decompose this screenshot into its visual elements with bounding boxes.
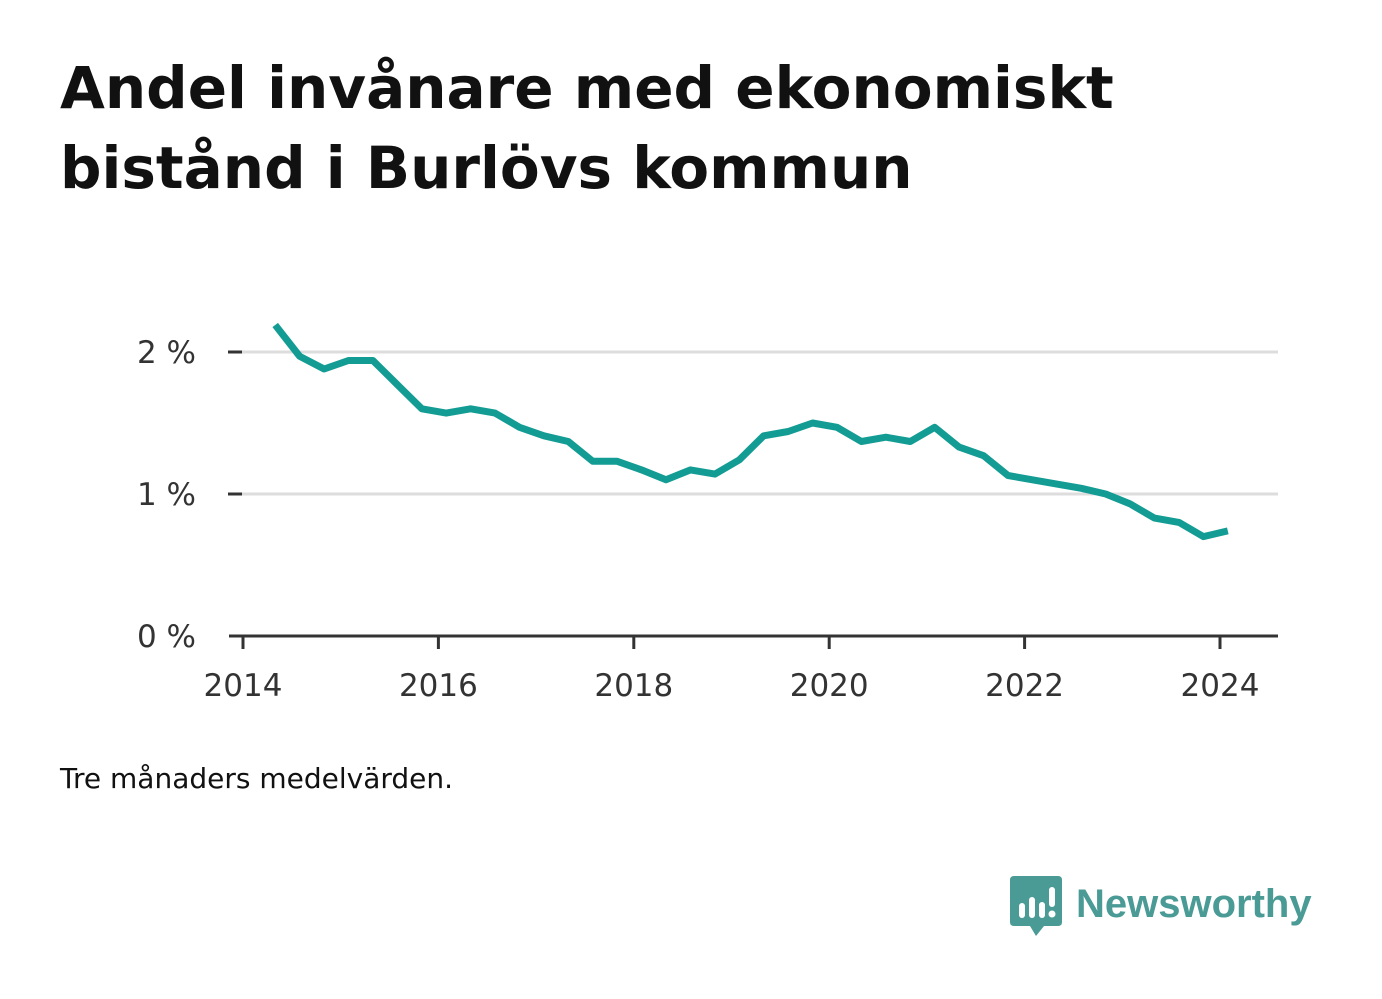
x-tick-label: 2020 — [790, 668, 869, 704]
x-tick-label: 2014 — [204, 668, 283, 704]
x-tick-label: 2024 — [1181, 668, 1260, 704]
brand-name: Newsworthy — [1076, 882, 1312, 926]
series-layer — [272, 322, 1229, 541]
x-tick-label: 2022 — [985, 668, 1064, 704]
series-line — [272, 322, 1229, 541]
newsworthy-logo-icon — [1010, 876, 1062, 936]
x-axis — [229, 634, 1278, 649]
x-tick-label: 2016 — [399, 668, 478, 704]
y-axis-tick-labels: 0 % 1 % 2 % — [137, 335, 196, 655]
chart-title: Andel invånare med ekonomiskt bistånd i … — [60, 54, 1114, 202]
x-axis-tick-labels: 2014 2016 2018 2020 2022 2024 — [204, 668, 1260, 704]
y-tick-label: 1 % — [137, 477, 196, 513]
chart-footnote: Tre månaders medelvärden. — [60, 762, 454, 795]
x-tick-label: 2018 — [594, 668, 673, 704]
brand-logo: Newsworthy — [1010, 876, 1312, 940]
y-tick-label: 2 % — [137, 335, 196, 371]
y-tick-label: 0 % — [137, 619, 196, 655]
